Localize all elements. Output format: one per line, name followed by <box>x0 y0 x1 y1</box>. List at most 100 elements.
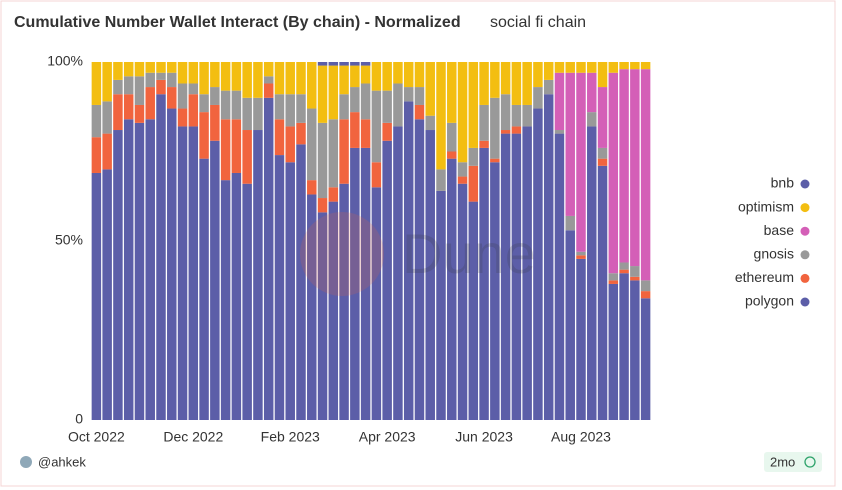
bar-segment <box>554 133 565 420</box>
bar-segment <box>296 94 306 123</box>
bar-segment <box>145 62 155 73</box>
bar-segment <box>285 94 295 127</box>
bar-segment <box>285 62 295 95</box>
bar-segment <box>457 62 468 163</box>
bar-segment <box>210 62 220 88</box>
bar-segment <box>576 251 586 256</box>
bar-segment <box>468 165 479 202</box>
bar-segment <box>457 162 468 177</box>
bar-segment <box>156 79 166 95</box>
bar-segment <box>533 108 543 420</box>
bar-segment <box>597 158 608 166</box>
age-icon <box>804 456 816 468</box>
bar-segment <box>253 62 263 98</box>
bar-segment <box>382 122 392 141</box>
bar-segment <box>242 183 252 420</box>
bar-segment <box>156 94 166 420</box>
bar-segment <box>500 133 511 420</box>
bar-segment <box>414 119 425 420</box>
bar-segment <box>640 62 651 70</box>
bar-segment <box>414 87 425 105</box>
bar-segment <box>608 62 619 73</box>
x-tick-label: Jun 2023 <box>455 429 513 445</box>
bar-segment <box>123 76 134 95</box>
bar-segment <box>360 62 371 66</box>
bar-segment <box>511 133 522 420</box>
bar-segment <box>630 266 640 277</box>
bar-segment <box>263 97 274 421</box>
bar-segment <box>576 258 586 420</box>
bar-segment <box>253 97 263 131</box>
bar-segment <box>479 147 489 421</box>
author[interactable]: @ahkek <box>38 454 86 469</box>
bar-segment <box>619 62 629 70</box>
bar-segment <box>123 62 134 77</box>
bar-segment <box>543 79 554 95</box>
bar-segment <box>403 62 414 88</box>
y-tick-label: 100% <box>47 53 83 69</box>
bar-segment <box>371 90 382 163</box>
bar-segment <box>339 183 349 420</box>
bar-segment <box>350 147 360 421</box>
bar-segment <box>619 69 629 263</box>
bar-segment <box>500 94 511 131</box>
bar-segment <box>339 119 349 184</box>
bar-segment <box>339 62 349 66</box>
bar-segment <box>543 94 554 420</box>
bar-segment <box>457 183 468 420</box>
bar-segment <box>608 280 619 284</box>
y-tick-label: 0 <box>75 411 83 427</box>
bar-segment <box>285 162 295 421</box>
bar-segment <box>123 94 134 120</box>
legend-marker <box>800 203 810 213</box>
bar-segment <box>231 119 242 173</box>
bar-segment <box>490 158 500 163</box>
bar-segment <box>468 62 479 148</box>
bar-segment <box>307 180 317 195</box>
chart-subtitle: social fi chain <box>490 14 586 31</box>
bar-segment <box>597 165 608 420</box>
bar-segment <box>145 72 155 88</box>
bar-segment <box>436 62 446 170</box>
bar-segment <box>468 201 479 420</box>
bar-segment <box>188 94 199 127</box>
bar-segment <box>328 62 339 66</box>
bar-segment <box>360 83 371 120</box>
chart-title: Cumulative Number Wallet Interact (By ch… <box>14 14 461 31</box>
bar-segment <box>285 126 295 163</box>
bar-segment <box>102 169 112 420</box>
bar-segment <box>317 65 328 123</box>
bar-segment <box>167 108 177 420</box>
bar-segment <box>414 62 425 88</box>
bar-segment <box>393 126 403 420</box>
author-avatar <box>20 456 32 468</box>
bar-segment <box>608 72 619 274</box>
legend-label: optimism <box>738 198 794 214</box>
bar-segment <box>102 62 112 102</box>
bar-segment <box>554 130 565 134</box>
legend-label: base <box>764 222 795 238</box>
legend-label: gnosis <box>754 246 794 262</box>
bar-segment <box>425 130 435 420</box>
bar-segment <box>328 119 339 188</box>
legend-marker <box>800 250 810 260</box>
bar-segment <box>177 126 188 420</box>
legend-marker <box>800 226 810 236</box>
bar-segment <box>296 144 306 420</box>
legend-marker <box>800 273 810 283</box>
bar-segment <box>543 62 554 80</box>
bar-segment <box>263 62 274 77</box>
bar-segment <box>371 162 382 188</box>
bar-segment <box>640 280 651 292</box>
bar-segment <box>102 101 112 134</box>
bar-segment <box>317 122 328 199</box>
bar-segment <box>145 119 155 420</box>
bar-segment <box>576 72 586 252</box>
bar-segment <box>640 298 651 420</box>
bar-segment <box>263 83 274 98</box>
bar-segment <box>425 62 435 116</box>
bar-segment <box>350 65 360 88</box>
bar-segment <box>134 122 145 421</box>
bar-segment <box>619 269 629 274</box>
bar-segment <box>317 62 328 66</box>
